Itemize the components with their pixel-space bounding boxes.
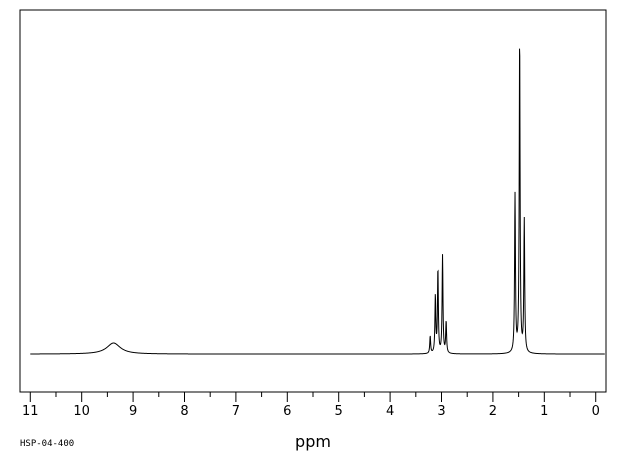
tick-label: 7 [232, 404, 240, 419]
x-axis-tick-labels: 11 10 9 8 7 6 5 4 3 2 1 0 [22, 404, 600, 419]
spectrum-line [30, 48, 605, 355]
tick-label: 9 [129, 404, 137, 419]
tick-label: 0 [592, 404, 600, 419]
spectrum-code: HSP-04-400 [20, 439, 74, 449]
x-axis-ticks [29, 392, 597, 402]
tick-label: 6 [283, 404, 291, 419]
plot-frame [19, 9, 607, 393]
tick-label: 2 [489, 404, 497, 419]
tick-label: 3 [437, 404, 445, 419]
tick-label: 10 [73, 404, 90, 419]
tick-label: 11 [22, 404, 39, 419]
x-axis-title: ppm [295, 432, 331, 451]
tick-label: 1 [540, 404, 548, 419]
tick-label: 5 [335, 404, 343, 419]
tick-label: 4 [386, 404, 394, 419]
tick-label: 8 [180, 404, 188, 419]
